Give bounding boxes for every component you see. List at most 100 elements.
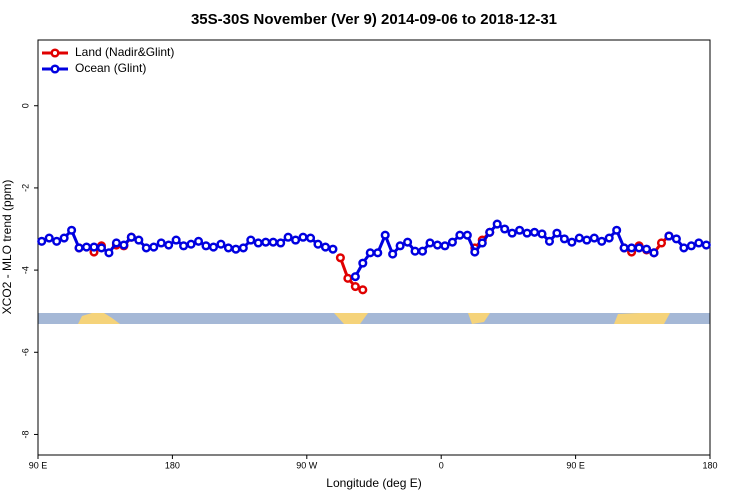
point <box>701 240 711 250</box>
series <box>37 219 711 282</box>
x-tick-label: 90 E <box>29 460 48 470</box>
point <box>634 243 644 253</box>
point <box>671 234 681 244</box>
point <box>492 219 502 229</box>
legend-marker <box>50 48 60 58</box>
point <box>515 225 525 235</box>
point <box>44 233 54 243</box>
point <box>276 238 286 248</box>
point <box>522 228 532 238</box>
point <box>604 233 614 243</box>
x-tick-label: 180 <box>165 460 180 470</box>
chart-title: 35S-30S November (Ver 9) 2014-09-06 to 2… <box>191 11 557 28</box>
point <box>537 229 547 239</box>
point <box>664 231 674 241</box>
point <box>238 243 248 253</box>
point <box>462 230 472 240</box>
point <box>529 227 540 237</box>
point <box>388 249 398 259</box>
point <box>208 242 219 252</box>
point <box>589 233 599 243</box>
point <box>261 237 271 247</box>
y-axis-label: XCO2 - MLO trend (ppm) <box>0 180 14 315</box>
point <box>156 238 166 248</box>
point <box>656 238 667 248</box>
point <box>410 246 420 256</box>
land-blob <box>468 313 490 324</box>
point <box>96 243 107 253</box>
point <box>126 232 136 242</box>
point <box>283 232 293 242</box>
point <box>485 227 495 237</box>
y-tick-label: -8 <box>20 430 30 438</box>
point <box>313 239 323 249</box>
point <box>641 244 652 254</box>
x-tick-label: 180 <box>702 460 717 470</box>
point <box>552 228 562 238</box>
point <box>500 224 510 234</box>
point <box>567 237 577 247</box>
point <box>89 242 99 252</box>
point <box>164 240 174 250</box>
point <box>559 234 569 244</box>
x-tick-label: 90 E <box>566 460 585 470</box>
x-tick-label: 90 W <box>296 460 318 470</box>
point <box>544 236 555 246</box>
point <box>619 243 629 253</box>
point <box>694 238 704 248</box>
land-blob <box>78 313 120 324</box>
point <box>104 248 114 258</box>
point <box>335 253 345 263</box>
point <box>373 248 383 258</box>
point <box>440 241 450 251</box>
point <box>470 247 480 257</box>
point <box>268 237 278 247</box>
point <box>612 225 622 235</box>
land-blob <box>334 313 368 324</box>
point <box>291 235 301 245</box>
point <box>37 236 47 246</box>
point <box>119 240 129 250</box>
point <box>455 230 465 240</box>
y-tick-label: 0 <box>20 103 30 108</box>
point <box>81 242 92 252</box>
point <box>574 233 584 243</box>
legend-label: Land (Nadir&Glint) <box>75 45 174 59</box>
point <box>171 235 181 245</box>
point <box>627 243 637 253</box>
y-tick-label: -2 <box>20 184 30 192</box>
point <box>597 236 607 246</box>
point <box>507 228 517 238</box>
point <box>216 239 226 249</box>
point <box>395 241 405 251</box>
point <box>223 243 233 253</box>
point <box>417 246 428 256</box>
point <box>193 236 204 246</box>
legend-label: Ocean (Glint) <box>75 61 146 75</box>
point <box>403 237 413 247</box>
x-tick-label: 0 <box>439 460 444 470</box>
point <box>111 238 121 248</box>
point <box>582 235 592 245</box>
point <box>350 272 360 282</box>
point <box>134 235 144 245</box>
point <box>231 244 241 254</box>
point <box>320 242 331 252</box>
y-tick-label: -6 <box>20 348 30 356</box>
point <box>343 273 353 283</box>
point <box>358 285 368 295</box>
point <box>649 248 659 258</box>
point <box>425 238 435 248</box>
point <box>253 238 263 248</box>
y-tick-label: -4 <box>20 266 30 274</box>
point <box>477 238 487 248</box>
point <box>149 242 159 252</box>
point <box>298 232 308 242</box>
point <box>686 241 696 251</box>
point <box>350 281 360 292</box>
land-blob <box>614 313 670 324</box>
point <box>305 233 316 243</box>
point <box>328 244 338 254</box>
point <box>432 240 443 250</box>
